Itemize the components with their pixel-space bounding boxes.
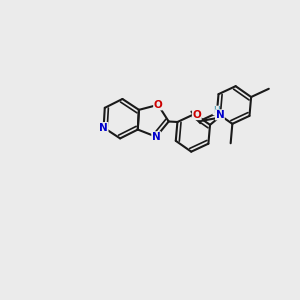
Text: N: N (215, 110, 224, 120)
Text: H: H (213, 106, 219, 115)
Text: O: O (192, 110, 201, 120)
Text: O: O (154, 100, 162, 110)
Text: N: N (152, 132, 161, 142)
Text: N: N (99, 123, 108, 133)
